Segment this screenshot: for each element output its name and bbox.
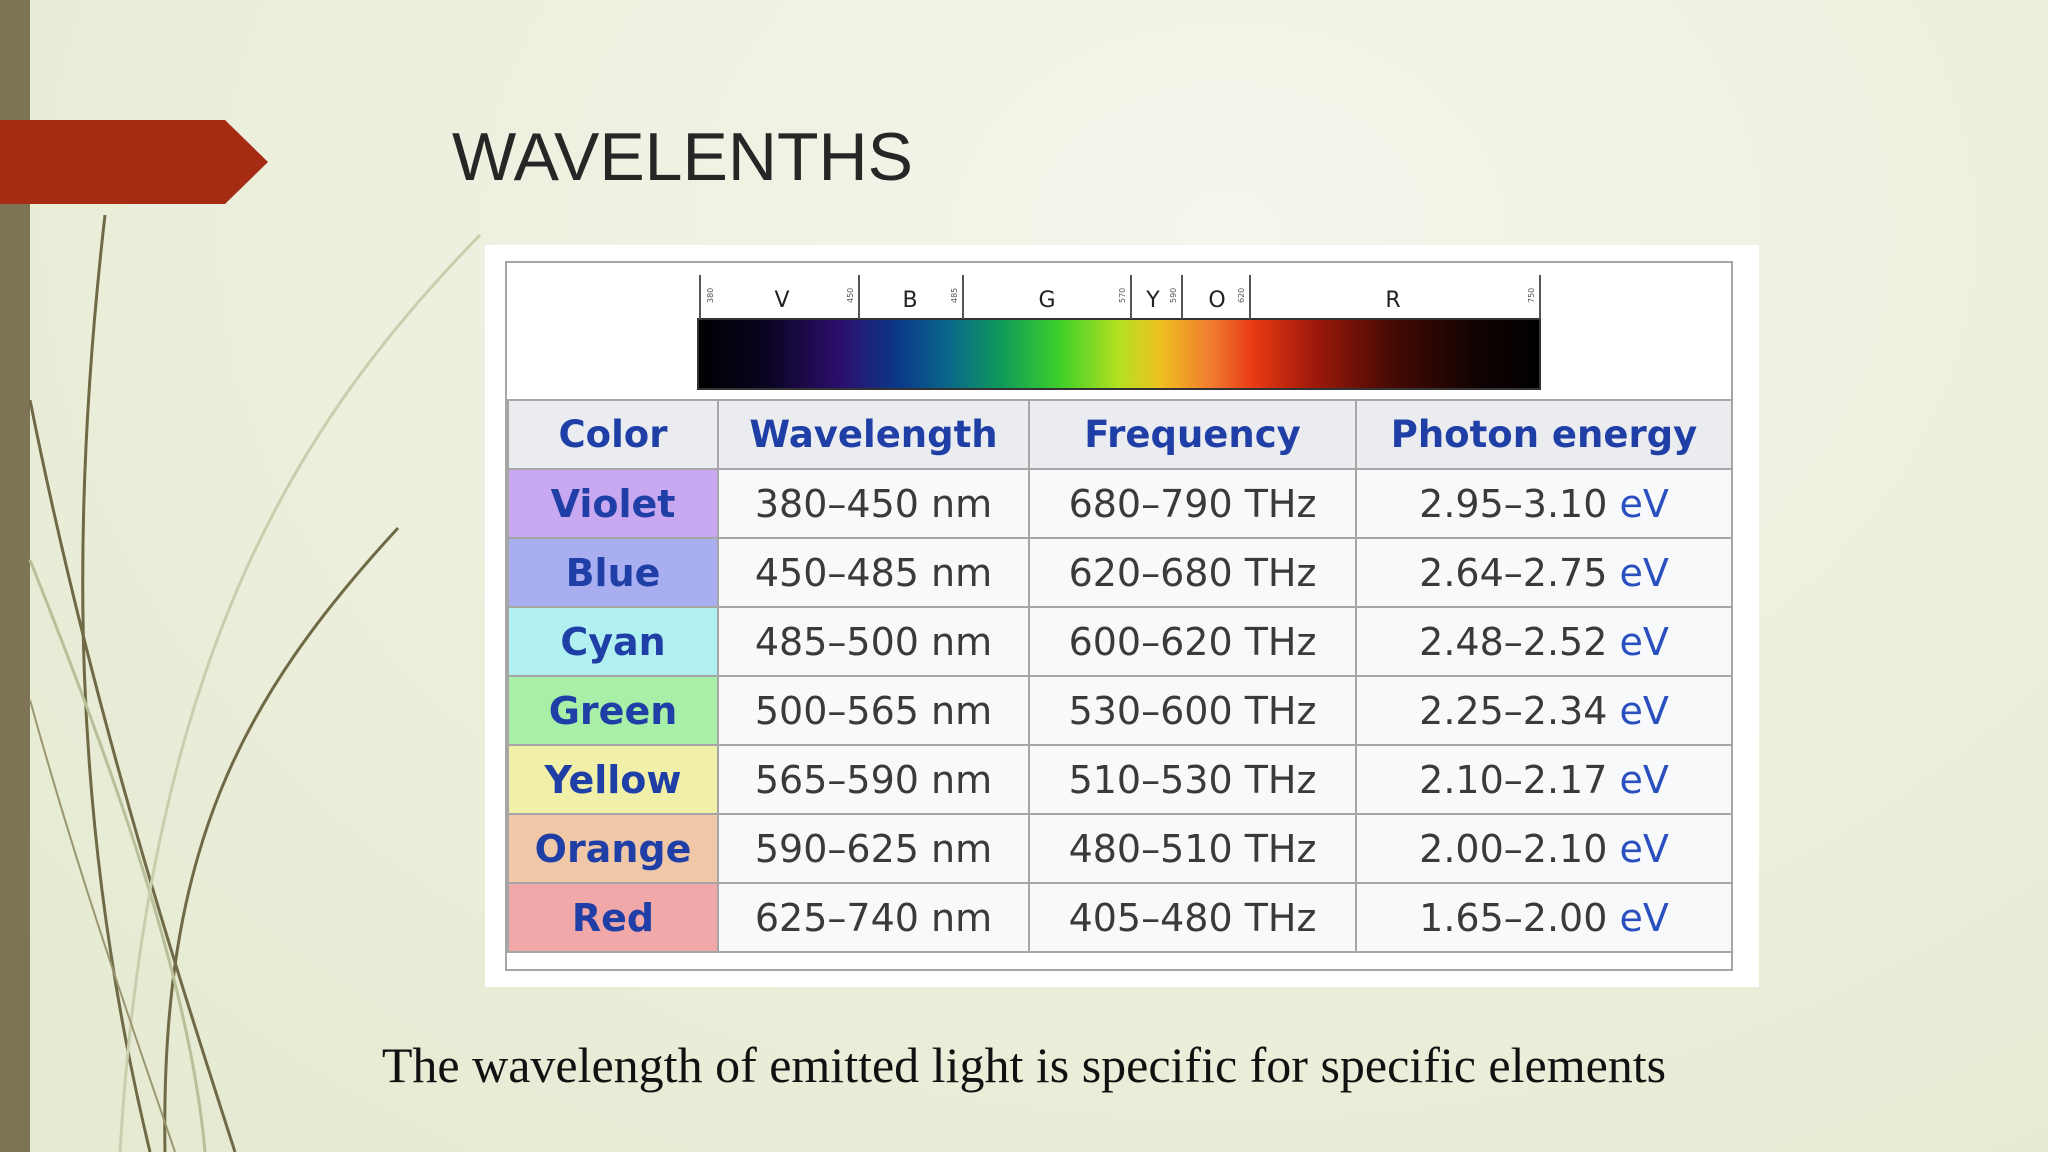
cell-color: Blue xyxy=(507,537,719,608)
spectrum-bar: V B G Y O R 380 450 485 570 590 620 750 xyxy=(697,275,1541,390)
cell-frequency: 620–680 THz xyxy=(1028,537,1357,608)
energy-value: 2.64–2.75 xyxy=(1419,550,1608,595)
tick-label: 750 xyxy=(1527,288,1536,303)
band-letter-b: B xyxy=(902,288,917,313)
table-row: Red 625–740 nm 405–480 THz 1.65–2.00 eV xyxy=(507,882,1733,953)
slide-title: WAVELENTHS xyxy=(452,119,913,195)
header-color: Color xyxy=(507,399,719,470)
cell-frequency: 510–530 THz xyxy=(1028,744,1357,815)
cell-frequency: 530–600 THz xyxy=(1028,675,1357,746)
table-frame: V B G Y O R 380 450 485 570 590 620 750 xyxy=(505,261,1733,971)
cell-photon-energy: 2.48–2.52 eV xyxy=(1355,606,1733,677)
cell-frequency: 680–790 THz xyxy=(1028,468,1357,539)
title-arrow-marker xyxy=(0,120,268,204)
band-letter-g: G xyxy=(1038,288,1055,313)
cell-wavelength: 450–485 nm xyxy=(717,537,1030,608)
cell-photon-energy: 2.95–3.10 eV xyxy=(1355,468,1733,539)
cell-photon-energy: 1.65–2.00 eV xyxy=(1355,882,1733,953)
table-row: Orange 590–625 nm 480–510 THz 2.00–2.10 eV xyxy=(507,813,1733,884)
energy-unit: eV xyxy=(1619,757,1669,802)
tick-label: 620 xyxy=(1237,288,1246,303)
tick-label: 380 xyxy=(706,288,715,303)
cell-wavelength: 590–625 nm xyxy=(717,813,1030,884)
cell-wavelength: 565–590 nm xyxy=(717,744,1030,815)
band-letter-o: O xyxy=(1208,288,1225,313)
table-row: Blue 450–485 nm 620–680 THz 2.64–2.75 eV xyxy=(507,537,1733,608)
cell-color: Red xyxy=(507,882,719,953)
cell-color: Yellow xyxy=(507,744,719,815)
cell-frequency: 405–480 THz xyxy=(1028,882,1357,953)
slide-caption: The wavelength of emitted light is speci… xyxy=(381,1037,1667,1093)
wavelength-table: Color Wavelength Frequency Photon energy… xyxy=(507,399,1733,953)
tick-label: 485 xyxy=(950,288,959,303)
cell-photon-energy: 2.10–2.17 eV xyxy=(1355,744,1733,815)
cell-color: Cyan xyxy=(507,606,719,677)
table-row: Violet 380–450 nm 680–790 THz 2.95–3.10 eV xyxy=(507,468,1733,539)
wavelength-table-image: V B G Y O R 380 450 485 570 590 620 750 xyxy=(485,245,1759,987)
decorative-grass-lines xyxy=(28,214,482,1152)
band-letter-r: R xyxy=(1385,288,1400,313)
header-photon-energy: Photon energy xyxy=(1355,399,1733,470)
table-row: Yellow 565–590 nm 510–530 THz 2.10–2.17 eV xyxy=(507,744,1733,815)
energy-value: 2.95–3.10 xyxy=(1419,481,1608,526)
cell-photon-energy: 2.00–2.10 eV xyxy=(1355,813,1733,884)
band-letter-y: Y xyxy=(1145,288,1160,313)
energy-unit: eV xyxy=(1619,550,1669,595)
tick-label: 590 xyxy=(1169,288,1178,303)
cell-wavelength: 500–565 nm xyxy=(717,675,1030,746)
cell-color: Orange xyxy=(507,813,719,884)
energy-value: 2.10–2.17 xyxy=(1419,757,1608,802)
cell-photon-energy: 2.64–2.75 eV xyxy=(1355,537,1733,608)
cell-frequency: 480–510 THz xyxy=(1028,813,1357,884)
cell-wavelength: 380–450 nm xyxy=(717,468,1030,539)
cell-color: Violet xyxy=(507,468,719,539)
energy-value: 2.25–2.34 xyxy=(1419,688,1608,733)
spectrum-header: V B G Y O R 380 450 485 570 590 620 750 xyxy=(507,263,1731,401)
cell-frequency: 600–620 THz xyxy=(1028,606,1357,677)
energy-unit: eV xyxy=(1619,481,1669,526)
tick-label: 570 xyxy=(1118,288,1127,303)
energy-unit: eV xyxy=(1619,895,1669,940)
energy-unit: eV xyxy=(1619,688,1669,733)
cell-photon-energy: 2.25–2.34 eV xyxy=(1355,675,1733,746)
energy-value: 1.65–2.00 xyxy=(1419,895,1608,940)
tick-label: 450 xyxy=(846,288,855,303)
cell-color: Green xyxy=(507,675,719,746)
header-wavelength: Wavelength xyxy=(717,399,1030,470)
header-frequency: Frequency xyxy=(1028,399,1357,470)
energy-unit: eV xyxy=(1619,619,1669,664)
cell-wavelength: 485–500 nm xyxy=(717,606,1030,677)
table-row: Green 500–565 nm 530–600 THz 2.25–2.34 eV xyxy=(507,675,1733,746)
band-letter-v: V xyxy=(774,288,789,313)
energy-value: 2.00–2.10 xyxy=(1419,826,1608,871)
table-row: Cyan 485–500 nm 600–620 THz 2.48–2.52 eV xyxy=(507,606,1733,677)
cell-wavelength: 625–740 nm xyxy=(717,882,1030,953)
energy-unit: eV xyxy=(1619,826,1669,871)
table-header-row: Color Wavelength Frequency Photon energy xyxy=(507,399,1733,470)
energy-value: 2.48–2.52 xyxy=(1419,619,1608,664)
